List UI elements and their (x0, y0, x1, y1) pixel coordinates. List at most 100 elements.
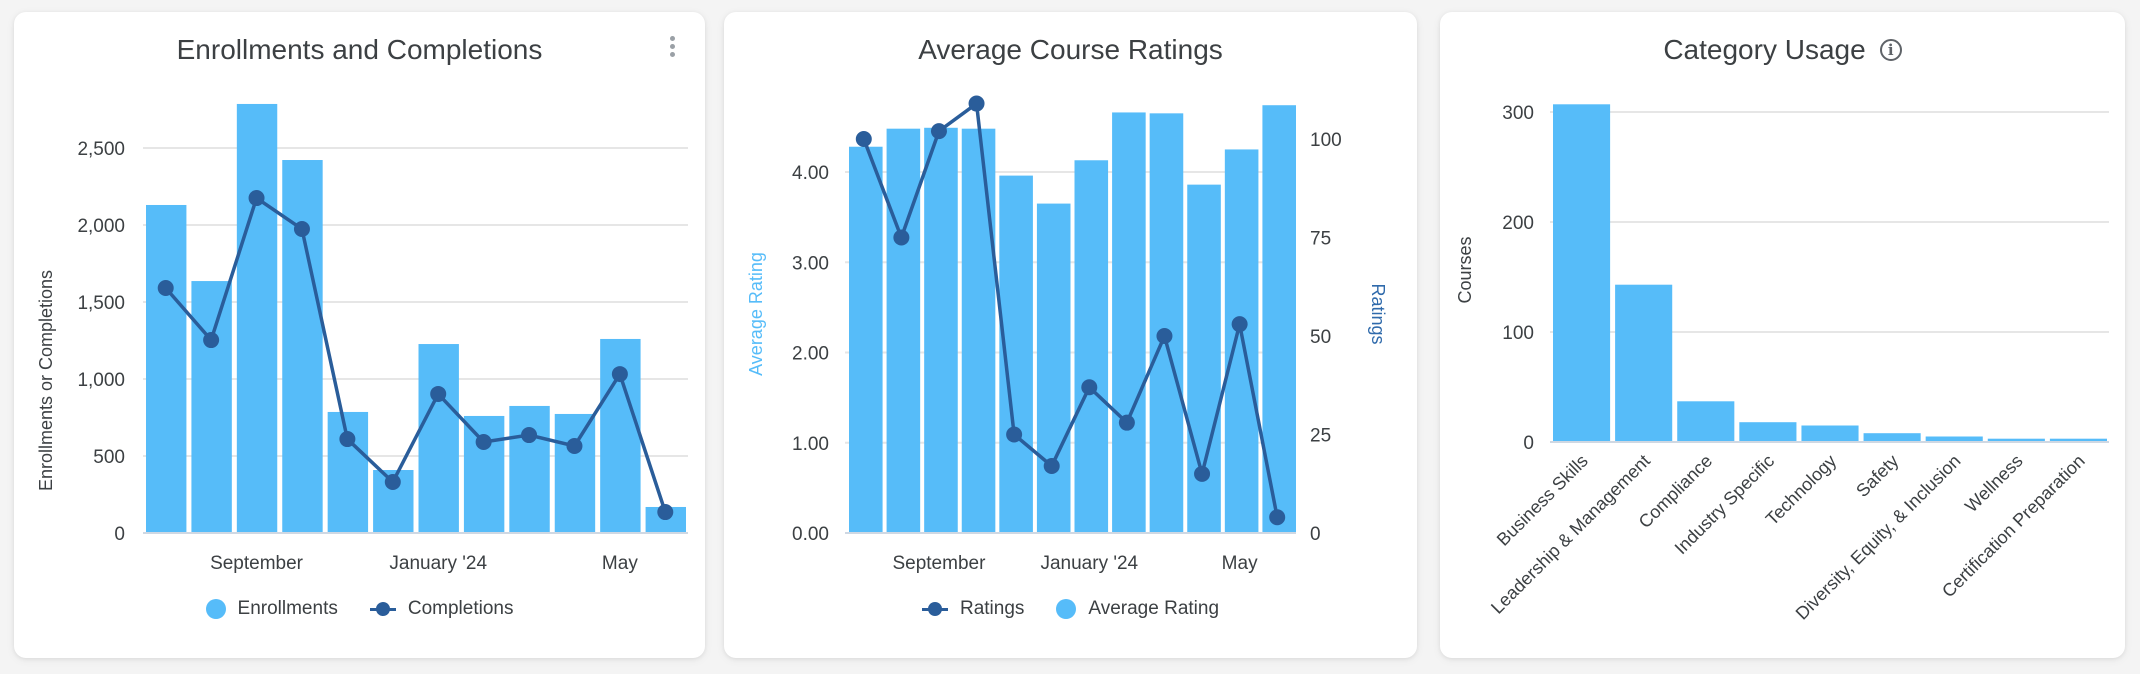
chart-legend: Enrollments Completions (14, 598, 705, 620)
y-right-tick-label: 50 (1310, 327, 1331, 348)
y-tick-label: 1.00 (792, 434, 829, 455)
chart-legend: Ratings Average Rating (724, 598, 1417, 620)
enrollments-completions-chart[interactable]: 0 500 1,000 1,500 2,000 2,500 Enrollments or C… (14, 12, 705, 658)
category-bar[interactable] (1925, 436, 1983, 443)
line-marker-icon (921, 599, 948, 619)
y-tick-label: 2,500 (77, 139, 125, 160)
ratings-point[interactable] (855, 131, 872, 147)
average-rating-bar[interactable] (924, 127, 958, 533)
y-tick-label: 0.00 (792, 524, 829, 545)
legend-label: Ratings (959, 598, 1025, 619)
ratings-line (862, 100, 1279, 518)
y-tick-label: 2.00 (792, 344, 829, 365)
y-axis-label: Enrollments or Completions (36, 270, 56, 491)
ratings-point[interactable] (1006, 426, 1023, 443)
ratings-point[interactable] (930, 123, 947, 140)
kebab-menu-icon[interactable] (665, 32, 679, 60)
ratings-point[interactable] (1043, 458, 1060, 475)
y-right-tick-label: 100 (1310, 130, 1342, 151)
completions-point[interactable] (521, 427, 538, 444)
completions-point[interactable] (248, 190, 265, 207)
x-tick-label: January '24 (1040, 553, 1138, 574)
y-right-tick-label: 25 (1310, 426, 1331, 447)
legend-item-completions[interactable]: Completions (369, 598, 514, 620)
completions-point[interactable] (566, 437, 583, 454)
completions-point[interactable] (384, 474, 401, 491)
y-tick-label: 4.00 (792, 163, 829, 184)
enrollment-bar[interactable] (327, 411, 369, 533)
legend-label: Enrollments (237, 598, 338, 619)
ratings-point[interactable] (1231, 316, 1248, 333)
category-bar[interactable] (1677, 401, 1735, 442)
enrollments-completions-card: Enrollments and Completions 0 500 1,000 1,5… (14, 12, 705, 658)
card-title: Average Course Ratings (724, 32, 1417, 68)
completions-point[interactable] (475, 433, 492, 450)
category-bar[interactable] (1801, 425, 1859, 443)
completions-point[interactable] (293, 221, 310, 238)
category-bar[interactable] (1987, 438, 2045, 442)
y-tick-label: 500 (93, 447, 125, 468)
card-title: Category Usage i (1440, 32, 2125, 68)
info-icon[interactable]: i (1879, 39, 1902, 61)
enrollment-bar[interactable] (509, 405, 550, 533)
enrollment-bar[interactable] (554, 413, 596, 533)
x-tick-label: September (892, 553, 986, 574)
y-right-axis-label: Ratings (1368, 283, 1388, 344)
line-marker-icon (369, 599, 396, 619)
enrollment-bar[interactable] (463, 415, 505, 533)
dot-marker-icon (1056, 599, 1077, 619)
y-right-tick-label: 75 (1310, 229, 1331, 250)
legend-label: Completions (407, 598, 514, 619)
legend-item-ratings[interactable]: Ratings (921, 598, 1025, 620)
y-axis-label: Average Rating (746, 252, 766, 376)
enrollment-bar[interactable] (418, 344, 459, 533)
average-rating-bar[interactable] (961, 128, 996, 533)
category-bar[interactable] (1863, 433, 1921, 442)
legend-item-average-rating[interactable]: Average Rating (1056, 598, 1219, 620)
completions-point[interactable] (203, 332, 220, 349)
completions-point[interactable] (430, 385, 447, 402)
enrollment-bar[interactable] (146, 204, 187, 534)
category-bar[interactable] (2049, 438, 2107, 442)
completions-point[interactable] (611, 366, 628, 383)
y-tick-label: 200 (1502, 213, 1534, 234)
y-tick-label: 0 (1523, 433, 1534, 454)
ratings-point[interactable] (1081, 379, 1098, 396)
y-tick-label: 0 (114, 524, 125, 545)
category-bar[interactable] (1553, 104, 1611, 443)
y-right-tick-label: 0 (1310, 524, 1321, 545)
category-bar[interactable] (1739, 422, 1797, 442)
ratings-point[interactable] (968, 95, 985, 112)
completions-line (164, 195, 667, 513)
category-bar[interactable] (1615, 284, 1673, 442)
enrollment-bar[interactable] (282, 160, 323, 533)
average-course-ratings-chart[interactable]: 0.00 1.00 2.00 3.00 4.00 0 25 50 75 100 Average Ra… (724, 12, 1417, 658)
x-category-label: Wellness (1961, 451, 2027, 517)
y-tick-label: 100 (1502, 323, 1534, 344)
legend-item-enrollments[interactable]: Enrollments (205, 598, 338, 620)
completions-point[interactable] (657, 504, 674, 521)
ratings-point[interactable] (1118, 414, 1135, 431)
average-course-ratings-card: Average Course Ratings 0.00 1.00 2.00 3.00 4… (724, 12, 1417, 658)
card-title: Enrollments and Completions (14, 32, 705, 68)
average-rating-bar[interactable] (886, 128, 921, 533)
average-rating-bar[interactable] (1036, 203, 1071, 533)
ratings-point[interactable] (893, 229, 910, 246)
x-tick-label: September (210, 553, 304, 574)
ratings-point[interactable] (1194, 465, 1211, 482)
ratings-point[interactable] (1269, 509, 1286, 526)
y-tick-label: 1,500 (77, 293, 125, 314)
average-rating-bar[interactable] (1112, 112, 1146, 533)
enrollment-bar[interactable] (236, 103, 278, 534)
enrollment-bar[interactable] (191, 281, 232, 533)
completions-point[interactable] (157, 279, 174, 296)
ratings-point[interactable] (1156, 328, 1173, 344)
average-rating-bar[interactable] (1074, 160, 1109, 533)
x-tick-label: May (602, 553, 638, 574)
completions-point[interactable] (339, 431, 356, 448)
enrollments-completions-title: Enrollments and Completions (176, 34, 543, 65)
average-rating-bar[interactable] (849, 146, 883, 534)
average-rating-bar[interactable] (1149, 113, 1184, 534)
legend-label: Average Rating (1088, 598, 1220, 619)
